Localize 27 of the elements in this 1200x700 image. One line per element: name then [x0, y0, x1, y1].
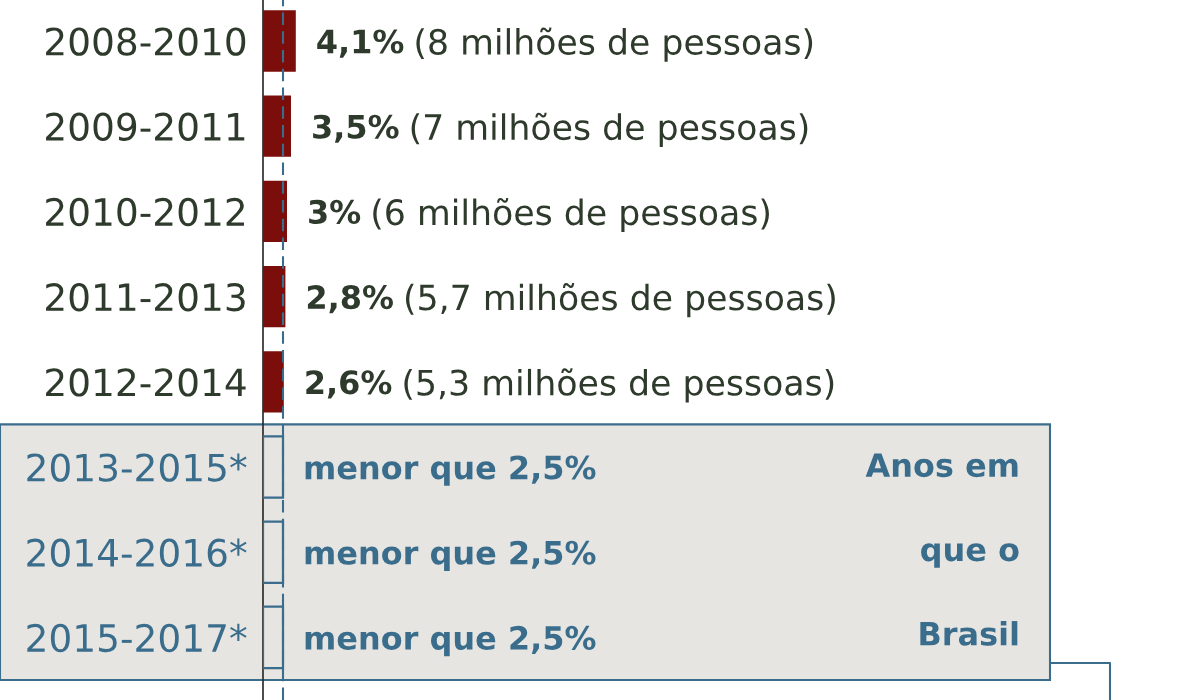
- y-tick-label: 2008-2010: [46, 27, 246, 56]
- bar: [263, 351, 284, 413]
- y-tick-label: 2012-2014: [46, 368, 246, 397]
- data-label: menor que 2,5%: [305, 625, 596, 657]
- data-label: menor que 2,5%: [305, 540, 596, 571]
- bar: [263, 95, 291, 157]
- data-label: 3%: [309, 199, 361, 224]
- text: (5,7 milhões de pessoas): [405, 283, 835, 318]
- text: (8 milhões de pessoas): [416, 27, 813, 62]
- y-tick-label: 2014-2016*: [27, 538, 247, 567]
- data-label: 2,6%: [306, 370, 392, 399]
- text: (7 milhões de pessoas): [411, 112, 808, 147]
- y-tick-label: 2010-2012: [46, 197, 244, 227]
- bar: [263, 180, 287, 243]
- data-label: 3,5%: [313, 114, 399, 143]
- data-label: menor que 2,5%: [305, 455, 596, 486]
- y-tick-label: 2009-2011: [46, 112, 245, 141]
- data-label: 2,8%: [307, 285, 393, 314]
- y-tick-label: 2013-2015*: [27, 453, 247, 482]
- bar: [263, 10, 296, 72]
- y-tick-label: 2011-2013: [46, 283, 245, 312]
- text: (6 milhões de pessoas): [373, 197, 769, 233]
- bar: [263, 265, 286, 328]
- text: (5,3 milhões de pessoas): [404, 368, 834, 403]
- text: Anos em que o Brasil: [865, 453, 1019, 646]
- data-label: 4,1%: [317, 29, 404, 58]
- y-tick-label: 2015-2017*: [27, 623, 247, 653]
